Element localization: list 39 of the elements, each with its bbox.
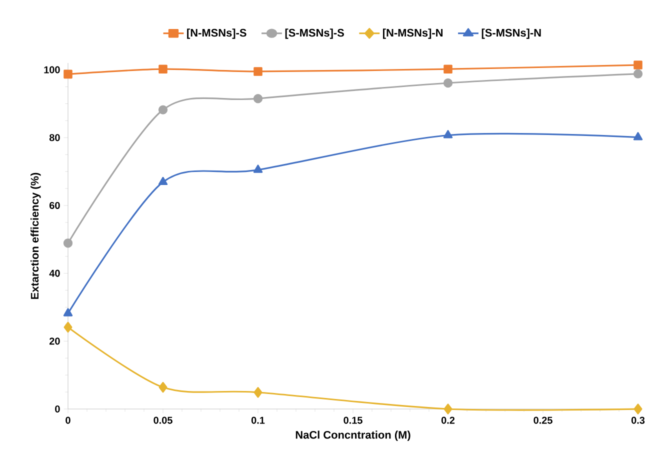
point: [634, 404, 642, 414]
point: [444, 404, 452, 414]
x-tick-label: 0.3: [631, 416, 645, 424]
point: [158, 176, 168, 186]
point: [63, 308, 73, 316]
y-tick-label: 0: [55, 405, 60, 413]
point: [158, 382, 168, 393]
point: [633, 69, 643, 78]
point: [254, 386, 262, 398]
legend-label: [S-MSNs]-N: [482, 28, 541, 39]
x-tick-label: 0.15: [344, 416, 362, 424]
point: [634, 60, 642, 70]
y-tick-label: 40: [49, 270, 60, 277]
point: [158, 64, 168, 74]
x-tick-label: 0.2: [441, 416, 455, 424]
y-axis-title: Extarction efficiency (%): [30, 172, 41, 299]
y-tick-label: 20: [49, 338, 60, 345]
x-tick-label: 0.05: [154, 416, 172, 424]
point: [633, 132, 643, 140]
y-tick-label: 100: [44, 66, 60, 74]
point: [444, 64, 452, 74]
point: [253, 94, 263, 104]
x-tick-label: 0.1: [251, 416, 265, 424]
x-tick-label: 0: [66, 416, 70, 424]
x-axis-title: NaCl Concntration (M): [296, 430, 410, 441]
point: [64, 322, 72, 333]
y-tick-label: 60: [50, 202, 60, 209]
point: [158, 105, 168, 114]
legend-label: [N-MSNs]-S: [187, 28, 246, 39]
point: [443, 130, 453, 138]
point: [443, 78, 453, 88]
legend-label: [S-MSNs]-S: [285, 28, 344, 39]
point: [64, 70, 72, 79]
point: [254, 67, 262, 76]
x-tick-label: 0.25: [534, 416, 552, 424]
point: [63, 238, 73, 248]
legend-label: [N-MSNs]-N: [383, 28, 443, 39]
y-tick-label: 80: [49, 134, 60, 142]
point: [253, 164, 263, 173]
